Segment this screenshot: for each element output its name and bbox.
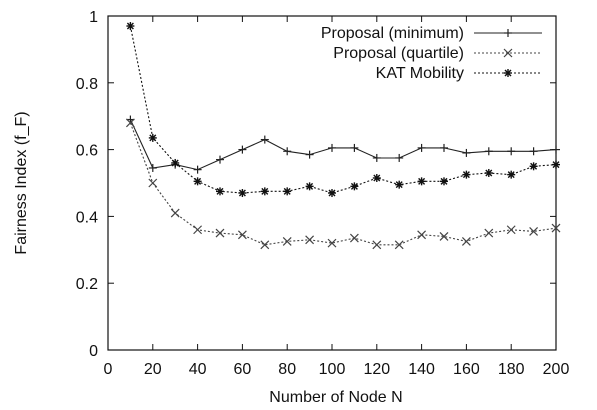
y-tick-label: 0 <box>89 343 98 360</box>
y-tick-label: 1 <box>89 9 98 26</box>
y-tick-label: 0.8 <box>76 76 98 93</box>
x-tick-label: 80 <box>278 361 296 378</box>
x-tick-label: 100 <box>319 361 346 378</box>
x-tick-label: 160 <box>453 361 480 378</box>
plot-frame <box>107 15 557 351</box>
data-point <box>462 148 471 157</box>
data-point <box>305 235 315 245</box>
data-point <box>283 147 292 156</box>
data-point <box>484 228 494 238</box>
data-point <box>125 118 135 128</box>
legend-entry-3: KAT Mobility <box>376 65 542 82</box>
data-point <box>126 22 135 31</box>
x-tick-label: 140 <box>408 361 435 378</box>
axis-ticks: 0 20 40 60 80 100 120 140 160 180 200 0 0.2 0.4 0.6 0.8… <box>76 9 570 378</box>
data-point <box>372 153 381 162</box>
data-point <box>328 189 336 198</box>
data-point <box>417 230 427 240</box>
legend-marker <box>504 69 512 77</box>
data-point <box>551 223 561 233</box>
data-point <box>170 208 180 218</box>
data-point <box>305 182 314 191</box>
data-point <box>440 143 448 152</box>
x-tick-label: 60 <box>234 361 252 378</box>
data-point <box>148 163 157 172</box>
x-tick-label: 180 <box>498 361 525 378</box>
x-tick-label: 40 <box>189 361 207 378</box>
data-point <box>260 135 269 144</box>
data-point <box>439 232 449 241</box>
data-point <box>372 173 381 182</box>
x-tick-label: 120 <box>363 361 390 378</box>
data-point <box>216 187 224 196</box>
data-point <box>216 155 224 164</box>
data-point <box>282 237 292 246</box>
data-point <box>462 170 471 179</box>
data-point <box>417 143 426 152</box>
series-line <box>129 122 557 246</box>
data-point <box>193 165 202 174</box>
data-point <box>395 180 404 189</box>
series-2 <box>125 118 561 250</box>
data-point <box>529 162 538 171</box>
y-tick-label: 0.6 <box>76 143 98 160</box>
data-point <box>507 170 516 179</box>
data-point <box>260 240 270 250</box>
series-1 <box>126 115 560 174</box>
data-point <box>328 143 336 152</box>
data-point <box>350 182 359 191</box>
data-point <box>552 160 560 169</box>
data-point <box>238 145 247 154</box>
data-point <box>283 187 292 196</box>
data-point <box>215 228 225 238</box>
data-point <box>238 189 247 198</box>
data-point <box>350 143 359 152</box>
data-point <box>484 168 493 177</box>
x-tick-label: 200 <box>543 361 570 378</box>
legend-label: KAT Mobility <box>376 65 464 82</box>
legend-entry-2: Proposal (quartile) <box>333 45 542 62</box>
y-axis-title: Fairness Index (f_F) <box>13 111 30 254</box>
series-line <box>129 119 557 171</box>
x-tick-label: 20 <box>144 361 162 378</box>
y-tick-label: 0.4 <box>76 209 98 226</box>
data-point <box>484 147 493 156</box>
data-point <box>552 145 560 154</box>
series-3 <box>126 22 560 198</box>
legend-entry-1: Proposal (minimum) <box>321 25 542 42</box>
data-point <box>193 177 202 186</box>
y-tick-label: 0.2 <box>76 276 98 293</box>
legend-label: Proposal (minimum) <box>321 25 464 42</box>
data-point <box>529 147 538 156</box>
data-point <box>417 177 426 186</box>
legend-marker <box>503 48 513 58</box>
data-point <box>394 240 404 250</box>
x-tick-label: 0 <box>104 361 113 378</box>
data-point <box>148 133 157 142</box>
data-point <box>440 177 448 186</box>
data-point <box>395 153 404 162</box>
data-point <box>327 238 337 248</box>
series-layer <box>125 22 561 250</box>
data-point <box>507 147 516 156</box>
data-point <box>260 187 269 196</box>
data-point <box>372 240 382 250</box>
data-point <box>171 158 180 167</box>
x-axis-title: Number of Node N <box>269 389 402 406</box>
data-point <box>349 233 359 243</box>
legend-marker <box>504 29 512 37</box>
data-point <box>305 150 314 159</box>
data-point <box>529 227 539 236</box>
data-point <box>237 230 247 240</box>
data-point <box>506 225 516 235</box>
plot-border <box>107 15 557 351</box>
data-point <box>461 237 471 246</box>
data-point <box>193 225 203 235</box>
data-point <box>148 178 158 188</box>
legend: Proposal (minimum) Proposal (quartile) KAT… <box>321 25 542 82</box>
legend-label: Proposal (quartile) <box>333 45 464 62</box>
